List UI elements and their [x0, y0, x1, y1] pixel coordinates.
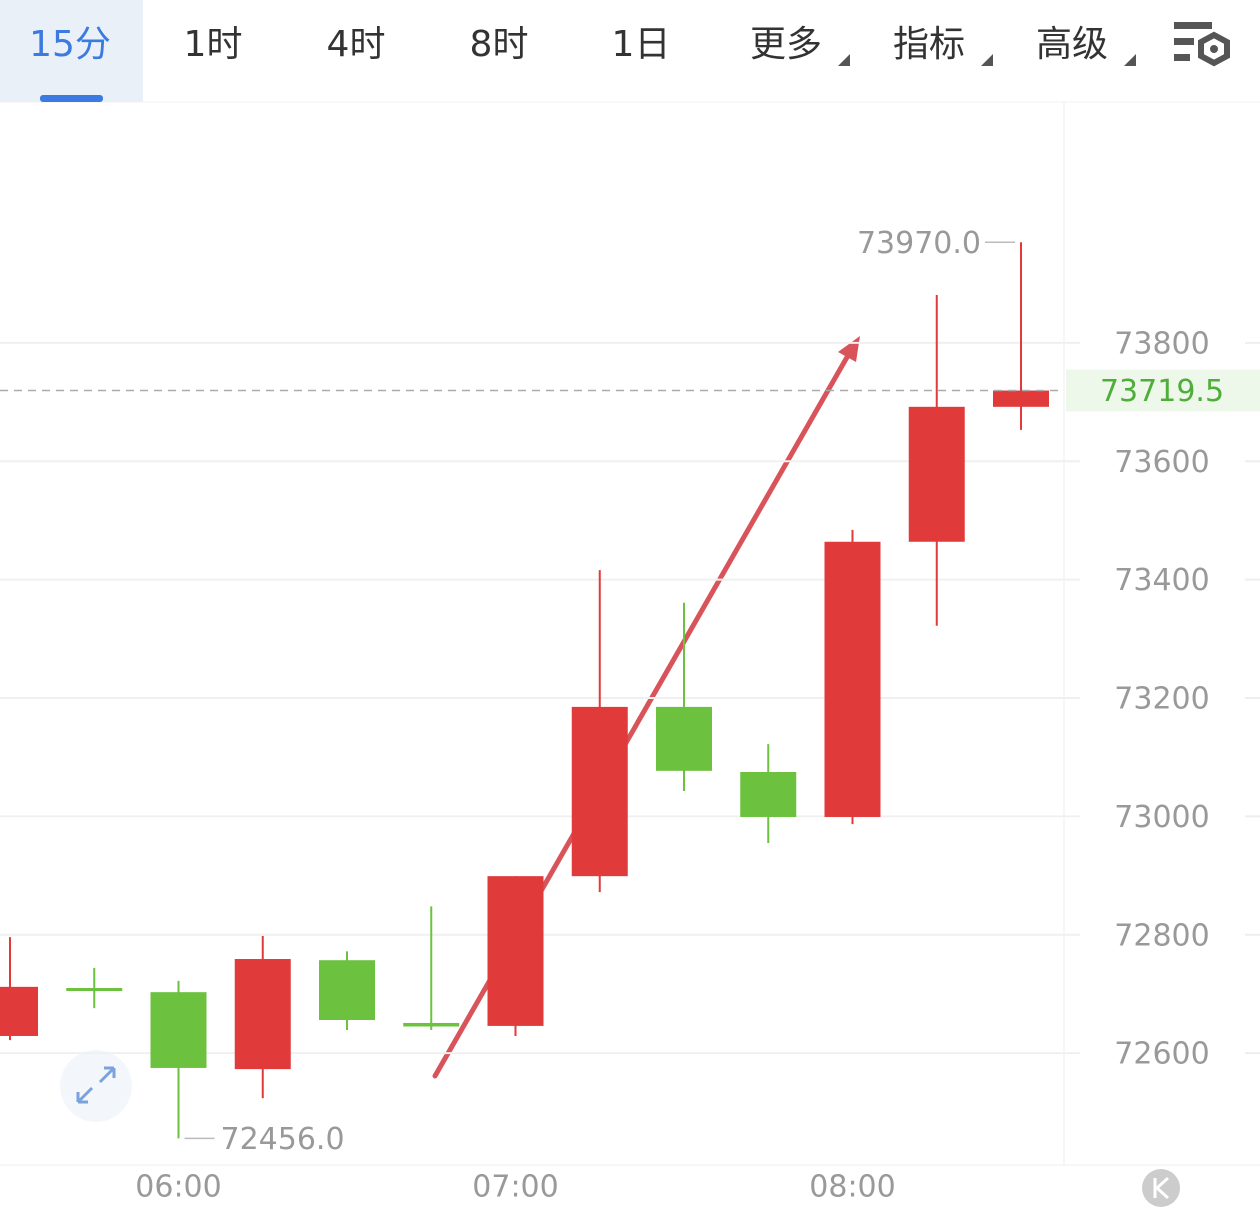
settings-icon[interactable]: [1174, 22, 1230, 67]
candle-body: [908, 406, 965, 542]
tab-active-bg: [0, 0, 143, 102]
x-tick-label: 07:00: [472, 1170, 558, 1205]
y-tick-label: 73000: [1114, 800, 1209, 835]
candle-body: [150, 992, 207, 1068]
candle-body: [487, 876, 544, 1026]
high-label: 73970.0: [857, 226, 981, 261]
candle-body: [234, 959, 291, 1070]
dropdown-caret: [1124, 54, 1136, 66]
tab[interactable]: 指标: [893, 24, 965, 65]
candle-body: [403, 1022, 460, 1027]
candle-body: [824, 541, 881, 817]
candle-body: [993, 390, 1049, 407]
tab[interactable]: 1时: [184, 24, 243, 65]
last-price-label: 73719.5: [1100, 374, 1224, 409]
tab[interactable]: 4时: [327, 24, 386, 65]
y-tick-label: 73600: [1114, 445, 1209, 480]
candle-body: [0, 986, 38, 1036]
tab[interactable]: 高级: [1036, 24, 1108, 65]
expand-button[interactable]: [60, 1050, 132, 1122]
tab[interactable]: 1日: [612, 24, 671, 65]
candle-body: [66, 988, 123, 992]
dropdown-caret: [981, 54, 993, 66]
x-tick-label: 08:00: [809, 1170, 895, 1205]
y-tick-label: 73400: [1114, 563, 1209, 598]
dropdown-caret: [838, 54, 850, 66]
candle-body: [656, 706, 712, 771]
last-price-box: [1066, 369, 1260, 412]
y-tick-label: 73200: [1114, 682, 1209, 717]
tab-bar: [0, 0, 1260, 102]
candle-body: [571, 706, 628, 877]
y-tick-label: 73800: [1114, 326, 1209, 361]
y-tick-label: 72600: [1114, 1037, 1209, 1072]
kline-button[interactable]: [1142, 1169, 1180, 1207]
candle-body: [740, 771, 797, 817]
tab-indicator: [40, 95, 103, 102]
low-label: 72456.0: [221, 1122, 345, 1157]
x-tick-label: 06:00: [135, 1170, 221, 1205]
y-tick-label: 72800: [1114, 918, 1209, 953]
tab[interactable]: 8时: [470, 24, 529, 65]
tab[interactable]: 更多: [750, 24, 822, 65]
candle-body: [319, 960, 375, 1020]
tab[interactable]: 15分: [29, 24, 111, 65]
